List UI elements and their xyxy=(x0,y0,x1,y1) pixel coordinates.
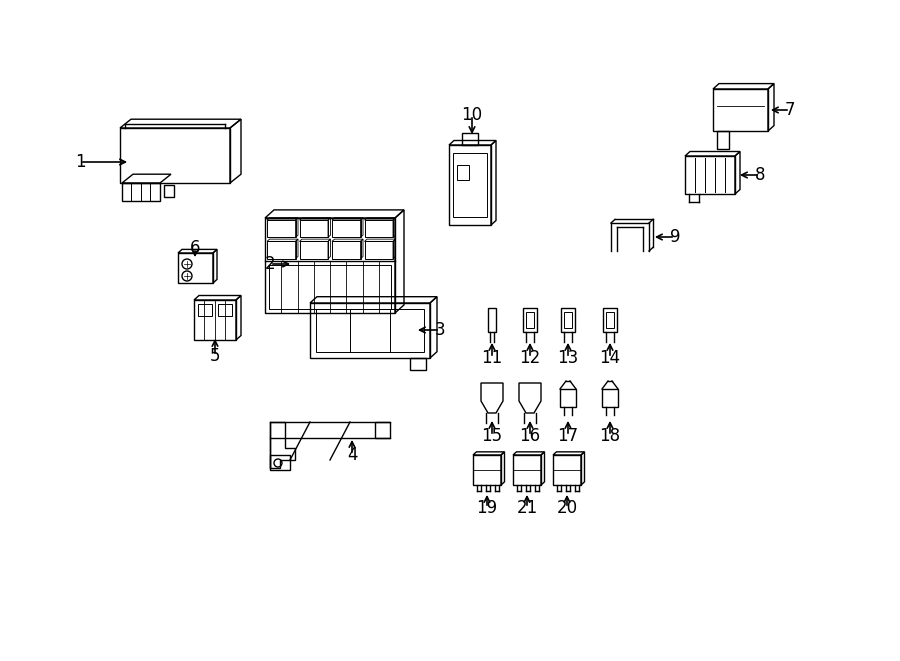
Text: 18: 18 xyxy=(599,427,621,445)
Text: 7: 7 xyxy=(785,101,796,119)
Text: 15: 15 xyxy=(482,427,502,445)
Text: 2: 2 xyxy=(265,255,275,273)
Text: 1: 1 xyxy=(75,153,86,171)
Text: 20: 20 xyxy=(556,499,578,517)
Text: 17: 17 xyxy=(557,427,579,445)
Text: 12: 12 xyxy=(519,349,541,367)
Text: 9: 9 xyxy=(670,228,680,246)
Text: 4: 4 xyxy=(346,446,357,464)
Text: 21: 21 xyxy=(517,499,537,517)
Text: 11: 11 xyxy=(482,349,502,367)
Text: 6: 6 xyxy=(190,239,200,257)
Text: 19: 19 xyxy=(476,499,498,517)
Text: 8: 8 xyxy=(755,166,765,184)
Text: 16: 16 xyxy=(519,427,541,445)
Text: 14: 14 xyxy=(599,349,621,367)
Text: 10: 10 xyxy=(462,106,482,124)
Text: 5: 5 xyxy=(210,347,220,365)
Text: 3: 3 xyxy=(435,321,446,339)
Text: 13: 13 xyxy=(557,349,579,367)
